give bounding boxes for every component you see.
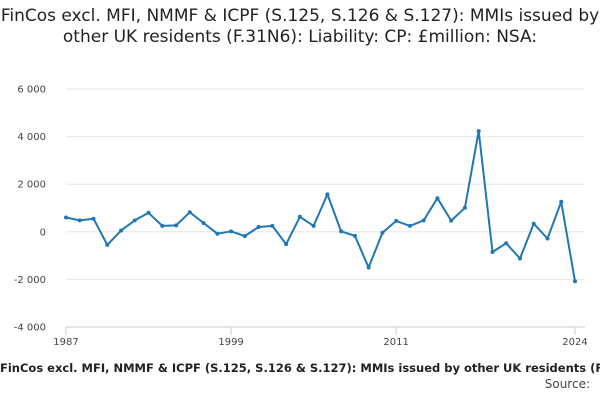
data-point [64,215,68,220]
data-point [187,210,192,215]
data-point [352,233,357,238]
y-tick-label: 0 [40,227,46,238]
data-point [407,223,412,228]
data-point [504,241,509,246]
y-tick-label: -4 000 [14,323,46,334]
y-tick-label: 2 000 [17,180,46,191]
data-point [517,256,522,261]
data-point [256,225,261,230]
data-point [394,218,399,223]
data-point [132,218,137,223]
data-point [490,250,495,255]
series-layer [64,129,577,284]
x-tick-label: 1987 [53,337,78,348]
data-point [559,199,564,204]
data-point [160,223,165,228]
data-point [449,218,454,223]
data-point [229,229,234,234]
data-point [573,279,577,284]
data-point [545,236,550,241]
y-tick-label: 4 000 [17,132,46,143]
source-label: Source: [544,377,590,391]
data-point [531,221,536,226]
data-point [91,216,96,221]
x-tick-label: 2011 [383,337,408,348]
y-axis: -4 000 -2 000 0 2 000 4 000 6 000 [14,85,46,334]
chart-title: FinCos excl. MFI, NMMF & ICPF (S.125, S.… [0,6,600,47]
gridlines [66,88,585,280]
x-axis-label: FinCos excl. MFI, NMMF & ICPF (S.125, S.… [0,361,600,375]
series-line [65,130,576,282]
x-tick-label: 2024 [562,337,587,348]
data-point [174,223,179,228]
data-point [146,210,151,215]
x-axis-label-container: FinCos excl. MFI, NMMF & ICPF (S.125, S.… [0,361,600,375]
data-point [77,218,82,223]
x-tick-label: 1999 [218,337,243,348]
data-point [462,205,467,210]
data-point [201,220,206,225]
data-point [297,214,302,219]
data-point [339,229,344,234]
data-point [325,192,330,197]
data-point [215,231,220,236]
data-point [242,234,247,239]
y-tick-label: 6 000 [17,85,46,96]
x-axis-ticks: 1987 1999 2011 2024 [53,327,588,348]
data-point [476,129,481,134]
y-tick-label: -2 000 [14,275,46,286]
data-point [284,242,289,247]
data-point [366,265,371,270]
data-point [421,218,426,223]
data-point [311,223,316,228]
data-point [435,196,440,201]
data-point [119,228,124,233]
data-point [380,230,385,235]
data-point [270,223,275,228]
data-point [105,242,110,247]
